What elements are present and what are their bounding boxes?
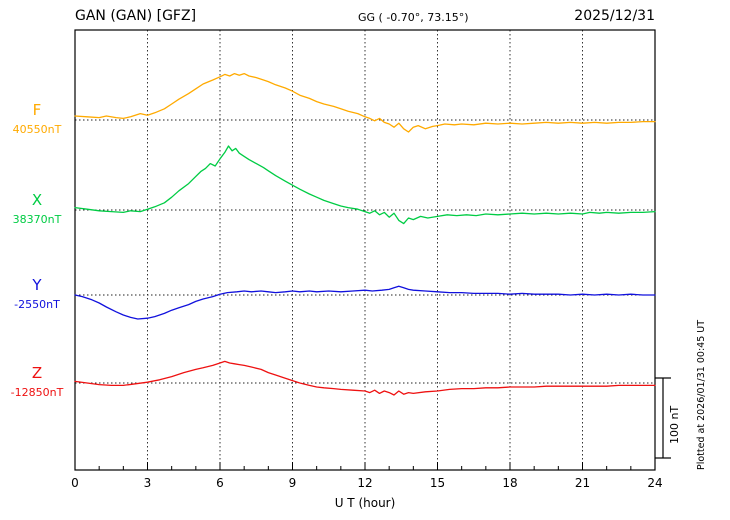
series-value-x: 38370nT	[12, 213, 62, 226]
station-title: GAN (GAN) [GFZ]	[75, 8, 197, 24]
series-letter-y: Y	[32, 276, 42, 294]
x-tick-9: 9	[288, 476, 297, 490]
x-axis-label: U T (hour)	[334, 496, 396, 510]
x-tick-12: 12	[357, 476, 373, 490]
x-tick-24: 24	[647, 476, 663, 490]
series-label-z: Z -12850nT	[2, 365, 72, 399]
x-tick-6: 6	[216, 476, 224, 490]
series-label-x: X 38370nT	[2, 192, 72, 226]
station-coordinates: GG ( -0.70°, 73.15°)	[358, 11, 469, 24]
x-tick-21: 21	[574, 476, 591, 490]
series-label-y: Y -2550nT	[2, 277, 72, 311]
plotted-timestamp: Plotted at 2026/01/31 00:45 UT	[696, 319, 707, 470]
series-letter-f: F	[32, 101, 42, 119]
series-value-z: -12850nT	[10, 386, 64, 399]
series-letter-z: Z	[31, 364, 43, 382]
series-value-y: -2550nT	[14, 298, 60, 311]
series-label-f: F 40550nT	[2, 102, 72, 136]
x-tick-0: 0	[71, 476, 79, 490]
plot-date: 2025/12/31	[574, 8, 655, 24]
series-value-f: 40550nT	[12, 123, 62, 136]
x-tick-18: 18	[502, 476, 518, 490]
series-letter-x: X	[31, 191, 43, 209]
x-tick-3: 3	[143, 476, 152, 490]
scale-bar-label: 100 nT	[668, 405, 681, 444]
x-tick-15: 15	[429, 476, 446, 490]
